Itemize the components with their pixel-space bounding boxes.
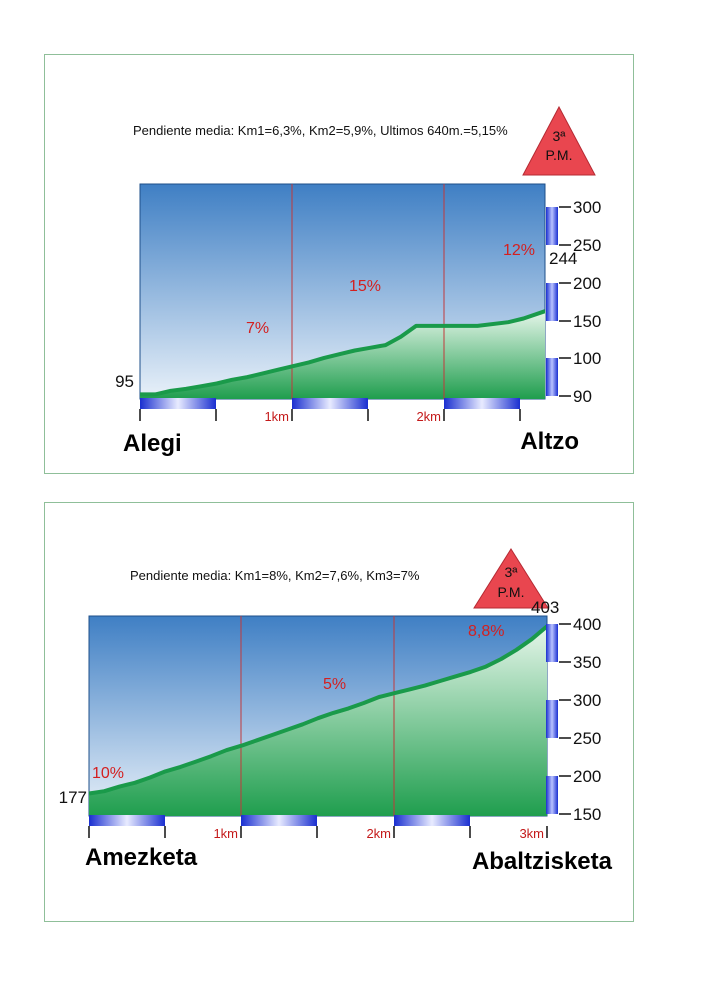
profile-panel-amezketa-abaltzisketa: Pendiente media: Km1=8%, Km2=7,6%, Km3=7…: [44, 502, 634, 922]
distance-scale: 1km 2km: [139, 398, 521, 424]
y-tick-label: 250: [573, 729, 601, 748]
distance-band: [89, 815, 165, 826]
y-tick-label: 250: [573, 236, 601, 255]
average-gradient-subtitle: Pendiente media: Km1=6,3%, Km2=5,9%, Ult…: [133, 123, 508, 138]
y-tick-label: 300: [573, 198, 601, 217]
y-tick-label: 300: [573, 691, 601, 710]
end-altitude-label: 403: [531, 598, 559, 617]
grade-label: 10%: [92, 765, 124, 782]
category-badge-line1: 3ª: [553, 128, 567, 144]
grade-label: 15%: [349, 278, 381, 295]
y-tick-label: 350: [573, 653, 601, 672]
scale-band: [546, 283, 558, 321]
y-tick-label: 150: [573, 805, 601, 824]
altitude-scale: 300 250 200 150 100 90: [546, 198, 601, 406]
category-badge: 3ª P.M.: [473, 548, 549, 609]
y-tick-label: 100: [573, 349, 601, 368]
y-tick-label: 400: [573, 615, 601, 634]
grade-label: 12%: [503, 242, 535, 259]
km-marker-label: 2km: [416, 409, 441, 424]
km-marker-label: 2km: [366, 826, 391, 841]
grade-label: 8,8%: [468, 623, 504, 640]
y-tick-label: 200: [573, 767, 601, 786]
distance-band: [140, 398, 216, 409]
elevation-profile-chart: Pendiente media: Km1=6,3%, Km2=5,9%, Ult…: [115, 105, 601, 457]
scale-band: [546, 207, 558, 245]
end-place-name: Abaltzisketa: [472, 848, 613, 875]
distance-scale: 1km 2km 3km: [88, 815, 548, 841]
start-place-name: Alegi: [123, 430, 182, 457]
elevation-area: [89, 626, 547, 816]
altitude-scale: 400 350 300 250 200 150: [546, 615, 601, 824]
elevation-line: [88, 624, 549, 796]
y-tick-label: 200: [573, 274, 601, 293]
y-tick-label: 150: [573, 312, 601, 331]
grade-label: 7%: [246, 320, 269, 337]
end-altitude-label: 244: [549, 249, 577, 268]
km-marker-label: 3km: [519, 826, 544, 841]
distance-band: [292, 398, 368, 409]
km-marker-label: 1km: [213, 826, 238, 841]
end-place-name: Altzo: [520, 428, 579, 455]
km-marker-label: 1km: [264, 409, 289, 424]
start-place-name: Amezketa: [85, 844, 198, 871]
distance-band: [241, 815, 317, 826]
mountain-category-icon: [522, 105, 596, 176]
scale-band: [546, 776, 558, 814]
elevation-line: [140, 309, 546, 397]
category-badge-line2: P.M.: [546, 147, 573, 163]
mountain-category-icon: [473, 548, 549, 609]
y-tick-label: 90: [573, 387, 592, 406]
scale-band: [546, 700, 558, 738]
distance-band: [394, 815, 470, 826]
start-altitude-label: 177: [59, 788, 87, 807]
scale-band: [546, 624, 558, 662]
elevation-profile-chart: Pendiente media: Km1=8%, Km2=7,6%, Km3=7…: [59, 548, 613, 875]
category-badge: 3ª P.M.: [522, 105, 596, 176]
profile-panel-alegi-altzo: Pendiente media: Km1=6,3%, Km2=5,9%, Ult…: [44, 54, 634, 474]
category-badge-line1: 3ª: [505, 564, 519, 580]
grade-label: 5%: [323, 676, 346, 693]
category-badge-line2: P.M.: [498, 584, 525, 600]
start-altitude-label: 95: [115, 372, 134, 391]
scale-band: [546, 358, 558, 396]
average-gradient-subtitle: Pendiente media: Km1=8%, Km2=7,6%, Km3=7…: [130, 568, 420, 583]
distance-band: [444, 398, 520, 409]
